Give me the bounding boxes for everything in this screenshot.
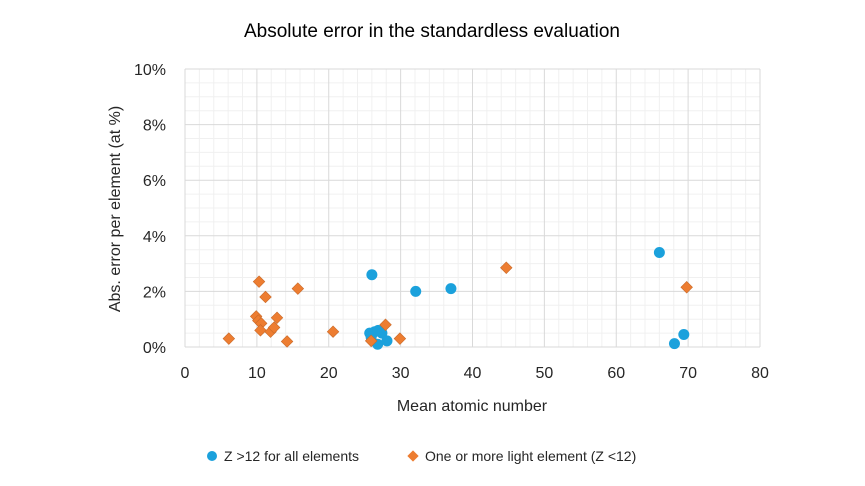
data-point-z-over-12 <box>678 328 690 340</box>
x-tick-label: 40 <box>464 365 482 382</box>
chart-title: Absolute error in the standardless evalu… <box>244 21 620 42</box>
data-point-light-element <box>291 282 305 295</box>
x-tick-label: 60 <box>607 365 625 382</box>
legend-marker-z-over-12 <box>207 451 217 461</box>
gridlines <box>184 68 761 348</box>
x-tick-label: 30 <box>392 365 410 382</box>
data-point-z-over-12 <box>410 285 422 297</box>
x-tick-label: 80 <box>751 365 769 382</box>
y-tick-label: 0% <box>143 340 166 357</box>
data-point-light-element <box>379 318 392 331</box>
data-point-light-element <box>393 332 407 345</box>
legend-marker-light-element <box>407 450 419 462</box>
y-tick-label: 8% <box>143 118 166 135</box>
axis-ticks: 0 10 20 30 40 50 60 70 80 0% 2% 4% 6% 8% 10% <box>134 62 769 382</box>
data-point-light-element <box>364 334 378 348</box>
data-point-light-element <box>252 275 266 288</box>
x-tick-label: 0 <box>181 365 190 382</box>
legend: Z >12 for all elements One or more light… <box>207 448 636 464</box>
y-tick-label: 10% <box>134 62 166 79</box>
x-tick-label: 20 <box>320 365 338 382</box>
data-point-light-element <box>254 324 267 337</box>
data-point-light-element <box>267 321 281 334</box>
x-axis-label: Mean atomic number <box>397 398 548 415</box>
legend-label-light-element: One or more light element (Z <12) <box>425 448 636 464</box>
data-point-z-over-12 <box>668 338 680 350</box>
data-point-z-over-12 <box>445 283 457 295</box>
legend-label-z-over-12: Z >12 for all elements <box>224 448 359 464</box>
x-tick-label: 50 <box>535 365 553 382</box>
data-point-light-element <box>500 261 513 274</box>
y-tick-label: 2% <box>143 284 166 301</box>
data-point-light-element <box>270 311 284 325</box>
y-axis-label: Abs. error per element (at %) <box>107 106 124 312</box>
y-tick-label: 6% <box>143 173 166 190</box>
data-point-z-over-12 <box>366 269 378 281</box>
data-point-light-element <box>222 332 236 345</box>
data-point-light-element <box>280 335 294 348</box>
data-point-light-element <box>326 325 340 338</box>
x-tick-label: 70 <box>679 365 697 382</box>
data-points <box>222 246 693 350</box>
data-point-z-over-12 <box>381 335 393 347</box>
data-point-light-element <box>259 290 272 304</box>
data-point-z-over-12 <box>376 327 388 339</box>
data-point-light-element <box>680 281 693 294</box>
y-tick-label: 4% <box>143 229 166 246</box>
data-point-z-over-12 <box>653 246 665 258</box>
x-tick-label: 10 <box>248 365 266 382</box>
